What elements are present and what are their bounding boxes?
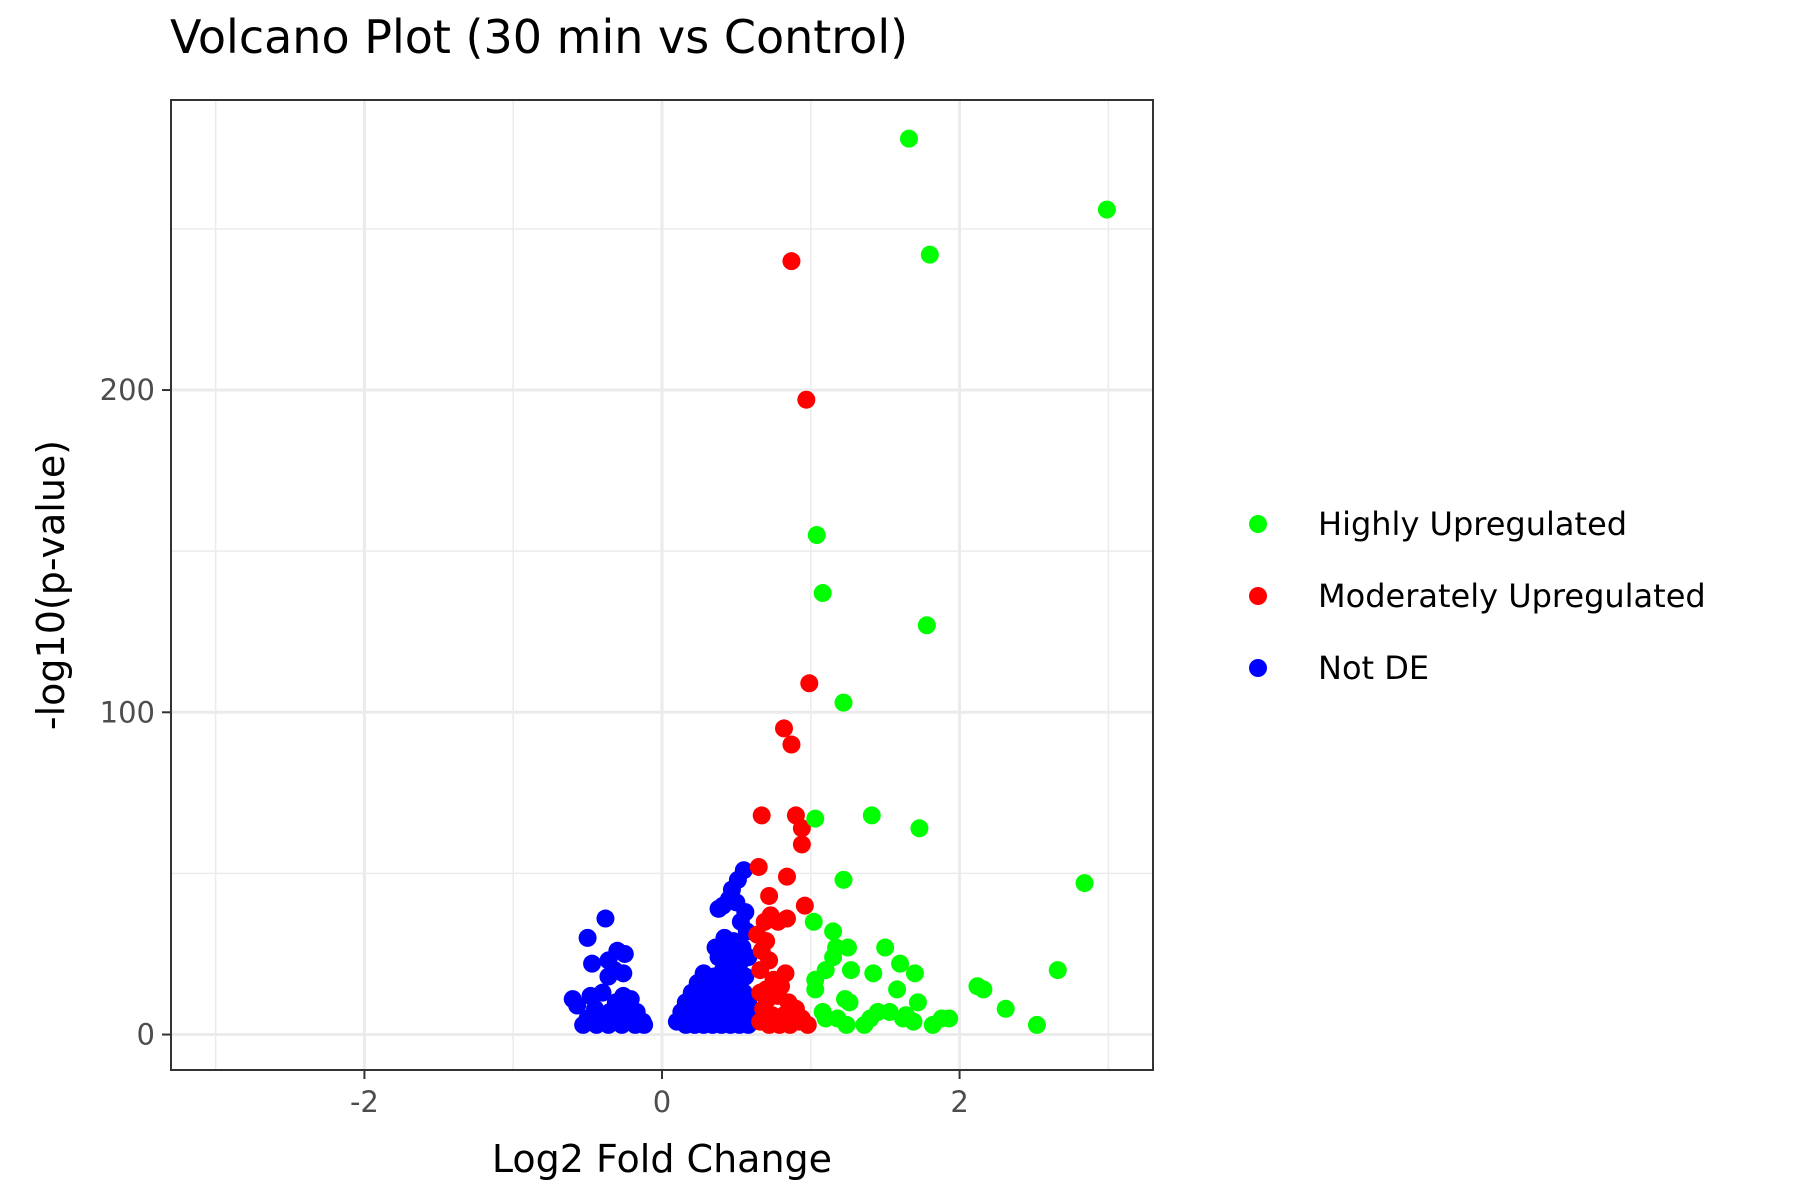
data-point: [795, 896, 814, 915]
data-point: [910, 819, 929, 838]
data-point: [792, 835, 811, 854]
data-point: [1048, 961, 1067, 980]
data-point: [838, 938, 857, 957]
data-point: [751, 961, 770, 980]
y-tick-label: 100: [100, 695, 155, 729]
x-tick-label: -2: [350, 1085, 379, 1119]
data-point: [757, 980, 776, 999]
data-point: [891, 954, 910, 973]
data-point: [862, 806, 881, 825]
data-point: [894, 1009, 913, 1028]
data-point: [711, 1002, 730, 1021]
data-point: [813, 584, 832, 603]
data-point: [807, 526, 826, 545]
data-point: [749, 857, 768, 876]
data-point: [840, 993, 859, 1012]
data-point: [792, 819, 811, 838]
data-point: [739, 948, 758, 967]
data-point: [615, 944, 634, 963]
data-point: [834, 870, 853, 889]
data-point: [614, 964, 633, 983]
data-point: [974, 980, 993, 999]
data-point: [777, 909, 796, 928]
data-point: [864, 964, 883, 983]
data-point: [782, 735, 801, 754]
data-point: [806, 809, 825, 828]
data-point: [752, 806, 771, 825]
data-point: [837, 1015, 856, 1034]
data-point: [855, 1015, 874, 1034]
data-point: [574, 1015, 593, 1034]
data-point: [1075, 874, 1094, 893]
data-point: [923, 1015, 942, 1034]
data-point: [583, 954, 602, 973]
data-point: [899, 129, 918, 148]
data-point: [782, 252, 801, 271]
data-point: [797, 390, 816, 409]
data-point: [596, 909, 615, 928]
y-axis-title: -log10(p-value): [29, 440, 73, 730]
data-point: [709, 899, 728, 918]
data-point: [876, 938, 895, 957]
x-axis-title: Log2 Fold Change: [492, 1137, 832, 1181]
x-tick-label: 0: [653, 1085, 671, 1119]
chart-title: Volcano Plot (30 min vs Control): [170, 10, 909, 64]
data-point: [719, 957, 738, 976]
data-point: [1027, 1015, 1046, 1034]
data-point: [804, 912, 823, 931]
data-point: [917, 616, 936, 635]
legend-key: [1249, 659, 1267, 677]
legend-label: Not DE: [1318, 649, 1429, 687]
data-point: [905, 964, 924, 983]
data-point: [599, 967, 618, 986]
data-point: [777, 867, 796, 886]
y-tick-label: 0: [137, 1018, 155, 1052]
data-point: [800, 674, 819, 693]
legend-key: [1249, 515, 1267, 533]
y-tick-label: 200: [100, 373, 155, 407]
data-point: [736, 967, 755, 986]
x-tick-label: 2: [950, 1085, 968, 1119]
data-point: [940, 1009, 959, 1028]
data-point: [834, 693, 853, 712]
legend-label: Moderately Upregulated: [1318, 577, 1706, 615]
data-point: [706, 938, 725, 957]
data-point: [996, 999, 1015, 1018]
data-point: [635, 1015, 654, 1034]
data-point: [908, 993, 927, 1012]
data-point: [693, 1002, 712, 1021]
data-point: [920, 245, 939, 264]
data-point: [760, 886, 779, 905]
data-point: [841, 961, 860, 980]
data-point: [776, 964, 795, 983]
data-point: [798, 1015, 817, 1034]
data-point: [806, 980, 825, 999]
data-point: [702, 973, 721, 992]
legend-key: [1249, 587, 1267, 605]
data-point: [824, 922, 843, 941]
data-point: [880, 1002, 899, 1021]
data-point: [578, 928, 597, 947]
data-point: [590, 1006, 609, 1025]
data-point: [620, 1006, 639, 1025]
data-point: [1097, 200, 1116, 219]
legend-label: Highly Upregulated: [1318, 505, 1627, 543]
data-point: [888, 980, 907, 999]
data-point: [775, 719, 794, 738]
data-point: [568, 996, 587, 1015]
